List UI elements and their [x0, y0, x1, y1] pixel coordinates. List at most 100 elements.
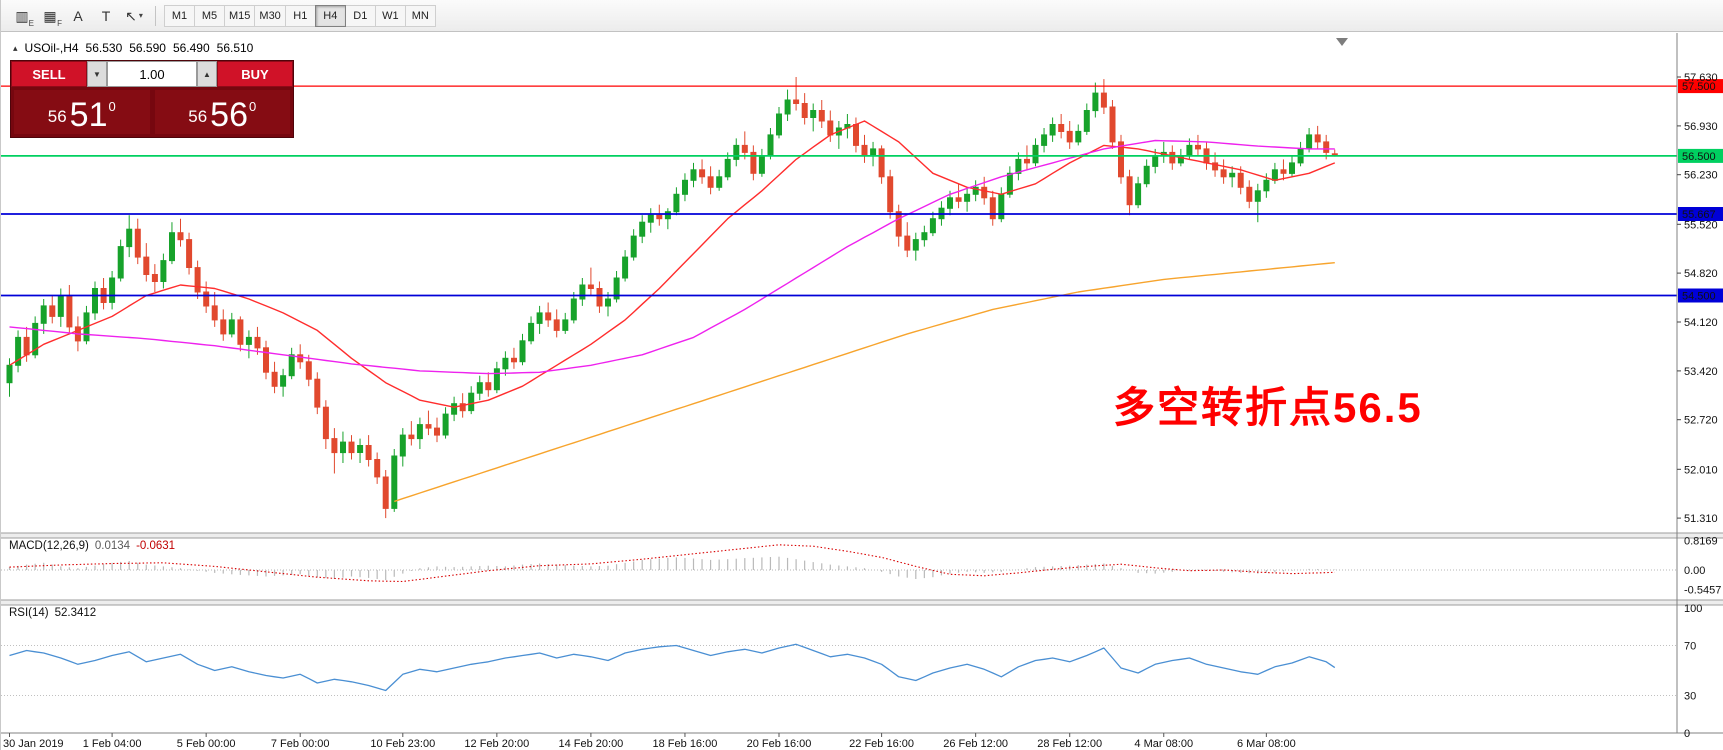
candle-body: [758, 155, 765, 174]
candle-body: [322, 406, 329, 440]
toolbar-divider: [155, 5, 156, 26]
price-tag-54.500[interactable]: [1678, 288, 1723, 303]
time-axis-label: 30 Jan 2019: [3, 738, 64, 750]
time-axis-label: 1 Feb 04:00: [83, 738, 142, 750]
buy-button[interactable]: BUY: [217, 61, 293, 87]
candle-body: [887, 176, 894, 213]
candle-body: [656, 214, 663, 220]
candle-body: [49, 305, 56, 317]
timeframe-button-h4[interactable]: H4: [314, 4, 346, 27]
price-axis-label: 56.230: [1684, 170, 1718, 182]
candle-body: [1100, 92, 1107, 108]
candle-body: [194, 267, 201, 293]
candlestick-tool-button[interactable]: ▥ E: [9, 4, 35, 28]
candle-body: [647, 214, 654, 223]
low-value: 56.490: [172, 41, 210, 55]
rsi-axis-label: 30: [1684, 691, 1696, 703]
macd-axis-label: -0.5457: [1684, 585, 1721, 597]
time-axis-label: 26 Feb 12:00: [943, 738, 1008, 750]
candle-body: [699, 169, 706, 178]
candle-body: [1152, 155, 1159, 167]
panel-dividers[interactable]: [1, 33, 1723, 734]
candle-body: [793, 99, 800, 104]
time-axis-label: 4 Mar 08:00: [1134, 738, 1193, 750]
candle-body: [562, 319, 569, 331]
candle-body: [682, 179, 688, 195]
timeframe-button-d1[interactable]: D1: [344, 4, 376, 27]
panel-divider[interactable]: [1, 533, 1723, 538]
price-tag-56.500[interactable]: [1678, 148, 1723, 163]
timeframe-button-m1[interactable]: M1: [164, 4, 195, 27]
volume-down-button[interactable]: ▼: [87, 61, 107, 87]
candle-body: [1212, 162, 1219, 171]
chart-shift-marker[interactable]: [1336, 38, 1348, 46]
candle-body: [784, 99, 791, 115]
timeframe-button-w1[interactable]: W1: [374, 4, 406, 27]
grid-tool-button[interactable]: ▦ F: [37, 4, 63, 28]
timeframe-button-mn[interactable]: MN: [404, 4, 436, 27]
candle-body: [1271, 169, 1278, 181]
price-tag-55.667[interactable]: [1678, 207, 1723, 221]
candle-body: [818, 110, 825, 122]
candle-body: [1066, 130, 1073, 143]
candle-body: [237, 319, 244, 345]
candle-body: [1246, 186, 1253, 202]
candle-body: [673, 193, 680, 213]
collapse-panel-icon[interactable]: ▴: [13, 42, 18, 53]
candlestick-chart-icon: ▥: [15, 7, 29, 24]
price-tag-label: 57.500: [1682, 81, 1716, 93]
rsi-axis-label: 0: [1684, 728, 1690, 740]
price-axis[interactable]: 57.500 56.500 55.667 54.500 57.630 56.930 56.2…: [1677, 72, 1723, 740]
candle-body: [750, 151, 757, 174]
textbox-tool-button[interactable]: T: [93, 4, 119, 28]
candle-body: [485, 382, 492, 391]
chart-annotation-text[interactable]: 多空转折点56.5: [1113, 384, 1423, 431]
candle-body: [331, 438, 338, 454]
time-axis-label: 28 Feb 12:00: [1037, 738, 1102, 750]
candle-body: [476, 382, 483, 394]
timeframe-button-m15[interactable]: M15: [224, 4, 256, 27]
candle-body: [211, 305, 218, 321]
candle-body: [151, 274, 158, 282]
time-axis[interactable]: 30 Jan 2019 1 Feb 04:00 5 Feb 00:00 7 Feb 0…: [3, 733, 1296, 750]
candle-body: [1331, 153, 1338, 156]
candle-body: [827, 120, 834, 136]
candle-body: [459, 403, 466, 412]
candle-body: [92, 288, 98, 314]
timeframe-buttons-group: M1 M5 M15 M30 H1 H4 D1 W1 MN: [164, 4, 436, 27]
time-axis-label: 12 Feb 20:00: [464, 738, 529, 750]
candle-body: [895, 211, 902, 237]
sell-button[interactable]: SELL: [11, 61, 87, 87]
timeframe-button-h1[interactable]: H1: [284, 4, 316, 27]
volume-up-button[interactable]: ▲: [197, 61, 217, 87]
candle-body: [998, 193, 1005, 220]
label-tool-button[interactable]: A: [65, 4, 91, 28]
panel-divider[interactable]: [1, 600, 1723, 605]
timeframe-button-m5[interactable]: M5: [194, 4, 225, 27]
candle-body: [468, 392, 475, 412]
caret-down-icon: ▼: [93, 69, 101, 79]
candle-body: [964, 193, 971, 202]
candle-body: [297, 354, 304, 363]
price-axis-label: 57.630: [1684, 72, 1718, 84]
candle-body: [690, 169, 697, 181]
volume-input[interactable]: [107, 61, 197, 87]
candle-body: [613, 277, 620, 300]
macd-indicator-label: MACD(12,26,9) 0.0134 -0.0631: [9, 540, 175, 552]
candle-body: [545, 312, 552, 321]
cursor-icon: ↖: [125, 7, 137, 24]
time-axis-label: 14 Feb 20:00: [558, 738, 623, 750]
candle-body: [15, 336, 22, 366]
candle-body: [955, 197, 962, 202]
rsi-axis-label: 100: [1684, 603, 1702, 615]
candle-body: [1143, 165, 1150, 185]
rsi-value: 52.3412: [54, 607, 97, 619]
candle-body: [117, 246, 124, 279]
cursor-tool-button[interactable]: ↖ ▾: [121, 4, 147, 28]
timeframe-button-m30[interactable]: M30: [254, 4, 286, 27]
candle-body: [203, 291, 210, 307]
price-tag-57.500[interactable]: [1678, 79, 1723, 94]
ma-line-fast: [9, 120, 1336, 408]
candle-body: [134, 228, 141, 258]
